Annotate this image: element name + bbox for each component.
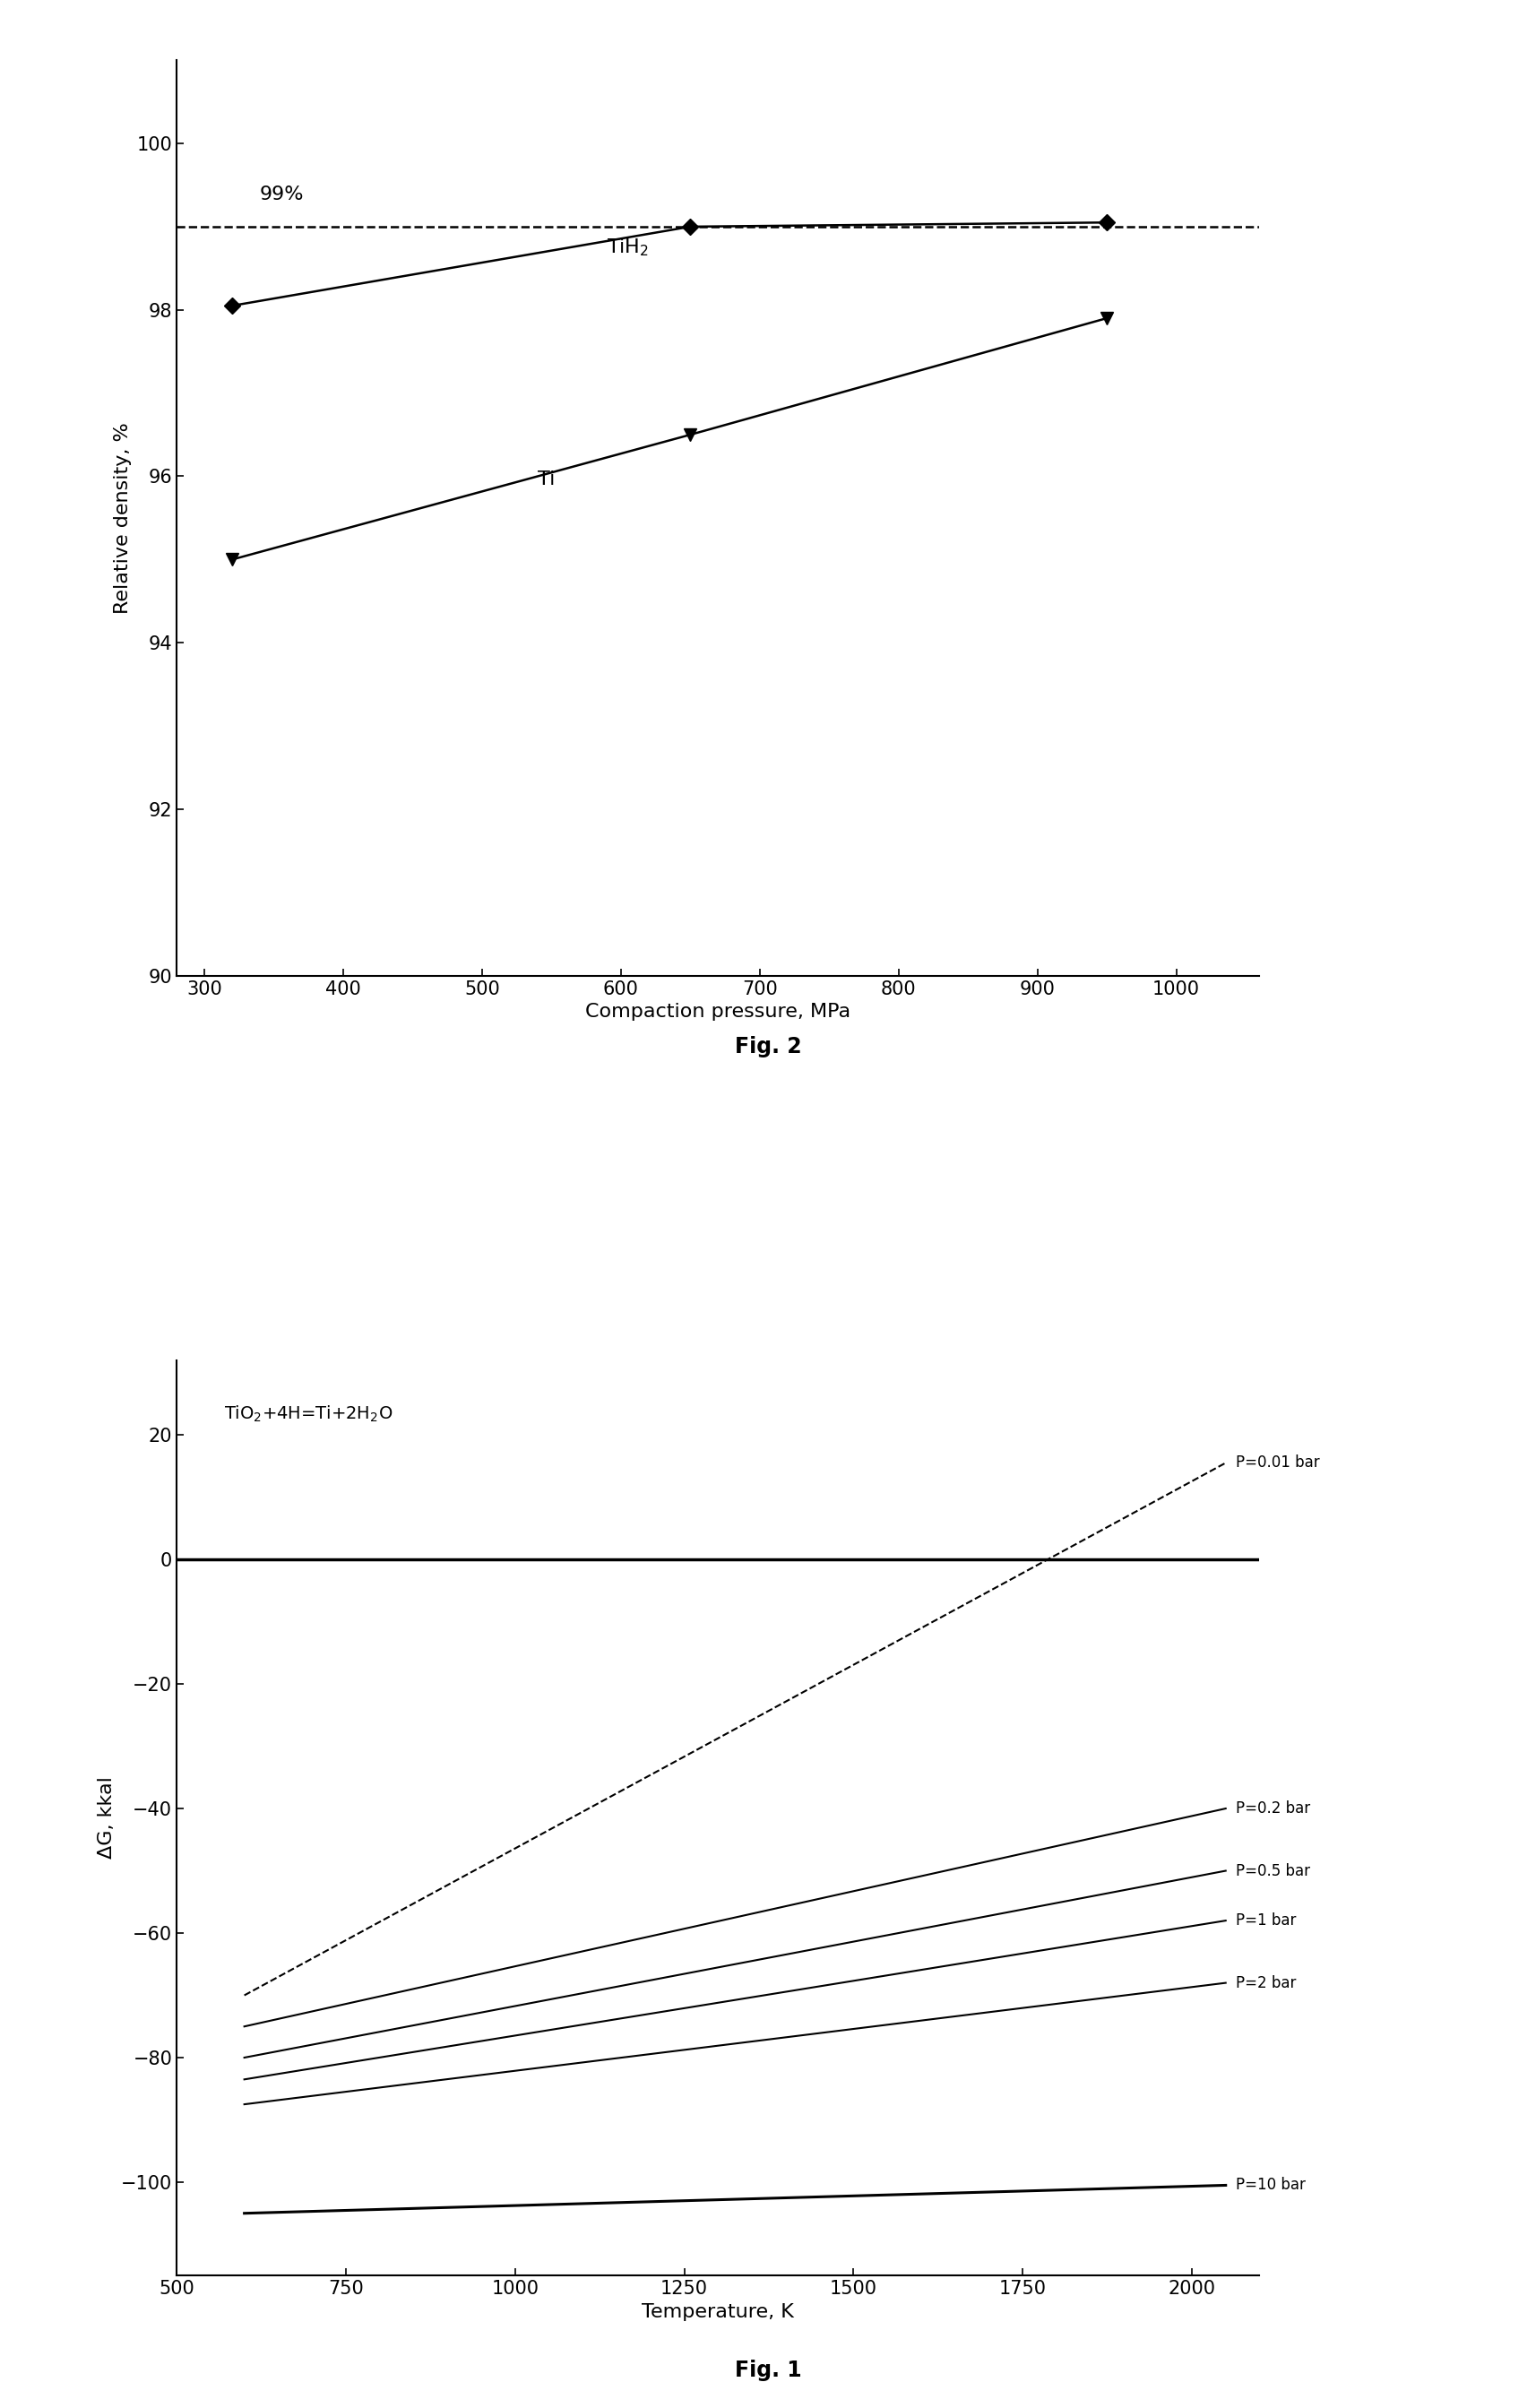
Text: TiH$_2$: TiH$_2$	[607, 236, 650, 258]
Text: 99%: 99%	[260, 185, 304, 202]
Text: P=0.01 bar: P=0.01 bar	[1236, 1454, 1319, 1471]
Text: P=0.5 bar: P=0.5 bar	[1236, 1864, 1310, 1878]
X-axis label: Temperature, K: Temperature, K	[642, 2302, 794, 2321]
X-axis label: Compaction pressure, MPa: Compaction pressure, MPa	[585, 1002, 851, 1021]
Y-axis label: ΔG, kkal: ΔG, kkal	[98, 1777, 117, 1859]
Text: P=1 bar: P=1 bar	[1236, 1912, 1296, 1929]
Text: P=0.2 bar: P=0.2 bar	[1236, 1801, 1310, 1816]
Text: P=10 bar: P=10 bar	[1236, 2177, 1306, 2194]
Text: TiO$_2$+4H=Ti+2H$_2$O: TiO$_2$+4H=Ti+2H$_2$O	[224, 1404, 393, 1423]
Y-axis label: Relative density, %: Relative density, %	[114, 421, 132, 614]
Text: Ti: Ti	[538, 472, 554, 489]
Text: Fig. 1: Fig. 1	[734, 2360, 802, 2382]
Text: Fig. 2: Fig. 2	[734, 1035, 802, 1057]
Text: P=2 bar: P=2 bar	[1236, 1975, 1296, 1991]
